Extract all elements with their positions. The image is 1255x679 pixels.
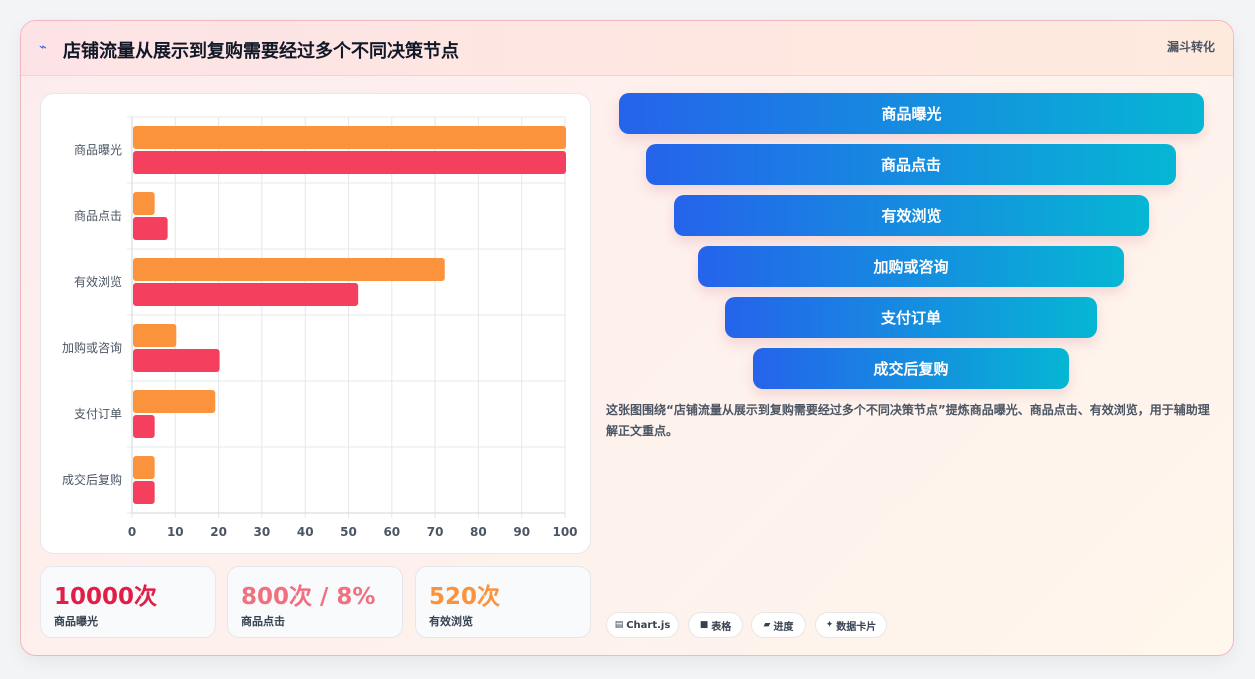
- y-category-label: 加购或咨询: [62, 340, 122, 355]
- stat-card-clicks: 800次 / 8% 商品点击: [227, 566, 403, 638]
- y-category-label: 商品曝光: [74, 142, 122, 157]
- bar-series-1: [133, 258, 445, 281]
- funnel-stage-1: 商品曝光: [619, 93, 1204, 134]
- page-title: 店铺流量从展示到复购需要经过多个不同决策节点: [63, 41, 459, 62]
- stat-value: 10000次: [54, 584, 158, 610]
- stat-card-browse: 520次 有效浏览: [415, 566, 591, 638]
- chart-line-icon: ⌁: [39, 40, 47, 55]
- bar-series-1: [133, 324, 177, 347]
- x-tick-label: 50: [340, 525, 357, 539]
- bar-series-2: [133, 283, 359, 306]
- chip-label: 数据卡片: [836, 621, 877, 633]
- stat-value: 800次 / 8%: [241, 584, 376, 610]
- bar-series-2: [133, 415, 155, 438]
- x-tick-label: 10: [167, 525, 184, 539]
- x-tick-label: 100: [552, 525, 577, 539]
- chip-label: Chart.js: [626, 619, 671, 631]
- x-tick-label: 80: [470, 525, 487, 539]
- bar-series-1: [133, 390, 216, 413]
- chip-progress[interactable]: ▰ 进度: [751, 612, 806, 638]
- x-tick-label: 70: [427, 525, 444, 539]
- x-tick-label: 90: [513, 525, 530, 539]
- stat-card-exposure: 10000次 商品曝光: [40, 566, 216, 638]
- chip-table[interactable]: ■ 表格: [688, 612, 743, 638]
- funnel-stage-5: 支付订单: [725, 297, 1097, 338]
- y-category-label: 成交后复购: [62, 472, 122, 487]
- x-tick-label: 30: [254, 525, 271, 539]
- chip-label: 进度: [773, 621, 794, 633]
- bar-series-1: [133, 456, 155, 479]
- card-header: ⌁ 店铺流量从展示到复购需要经过多个不同决策节点 漏斗转化: [21, 21, 1233, 76]
- progress-icon: ▰: [763, 620, 771, 630]
- bar-series-2: [133, 217, 168, 240]
- funnel-stage-3: 有效浏览: [674, 195, 1149, 236]
- funnel-stage-2: 商品点击: [646, 144, 1176, 185]
- stat-value: 520次: [429, 584, 501, 610]
- stat-label: 有效浏览: [429, 615, 473, 628]
- main-card: ⌁ 店铺流量从展示到复购需要经过多个不同决策节点 漏斗转化 0 10 20 30 40 5…: [20, 20, 1234, 656]
- chip-label: 表格: [711, 621, 732, 633]
- funnel-badge: 漏斗转化: [1166, 40, 1215, 54]
- y-category-label: 支付订单: [74, 407, 122, 421]
- bar-chart: 0 10 20 30 40 50 60 70 80 90 100 商品曝光商品点击有效浏览加购或咨询支…: [62, 116, 578, 539]
- stat-label: 商品点击: [241, 615, 285, 628]
- chip-chartjs[interactable]: ▤ Chart.js: [606, 612, 679, 638]
- funnel-stage-4: 加购或咨询: [698, 246, 1124, 287]
- chart-icon: ▤: [614, 620, 624, 630]
- bar-series-1: [133, 126, 566, 149]
- y-category-label: 有效浏览: [74, 274, 122, 289]
- x-tick-label: 40: [297, 525, 314, 539]
- bar-series-2: [133, 481, 155, 504]
- x-tick-label: 60: [383, 525, 400, 539]
- chip-data-card[interactable]: ✦ 数据卡片: [815, 612, 887, 638]
- bar-chart-panel: 0 10 20 30 40 50 60 70 80 90 100 商品曝光商品点击有效浏览加购或咨询支…: [40, 93, 591, 554]
- table-icon: ■: [699, 620, 709, 630]
- bar-series-1: [133, 192, 155, 215]
- bar-series-2: [133, 349, 220, 372]
- stat-label: 商品曝光: [54, 615, 98, 628]
- funnel-stage-6: 成交后复购: [753, 348, 1069, 389]
- y-category-label: 商品点击: [74, 208, 122, 223]
- bar-series-2: [133, 151, 566, 174]
- chart-description: 这张图围绕“店铺流量从展示到复购需要经过多个不同决策节点”提炼商品曝光、商品点击…: [606, 403, 1210, 438]
- sparkle-icon: ✦: [825, 620, 834, 630]
- x-tick-label: 20: [210, 525, 227, 539]
- x-tick-label: 0: [128, 525, 136, 539]
